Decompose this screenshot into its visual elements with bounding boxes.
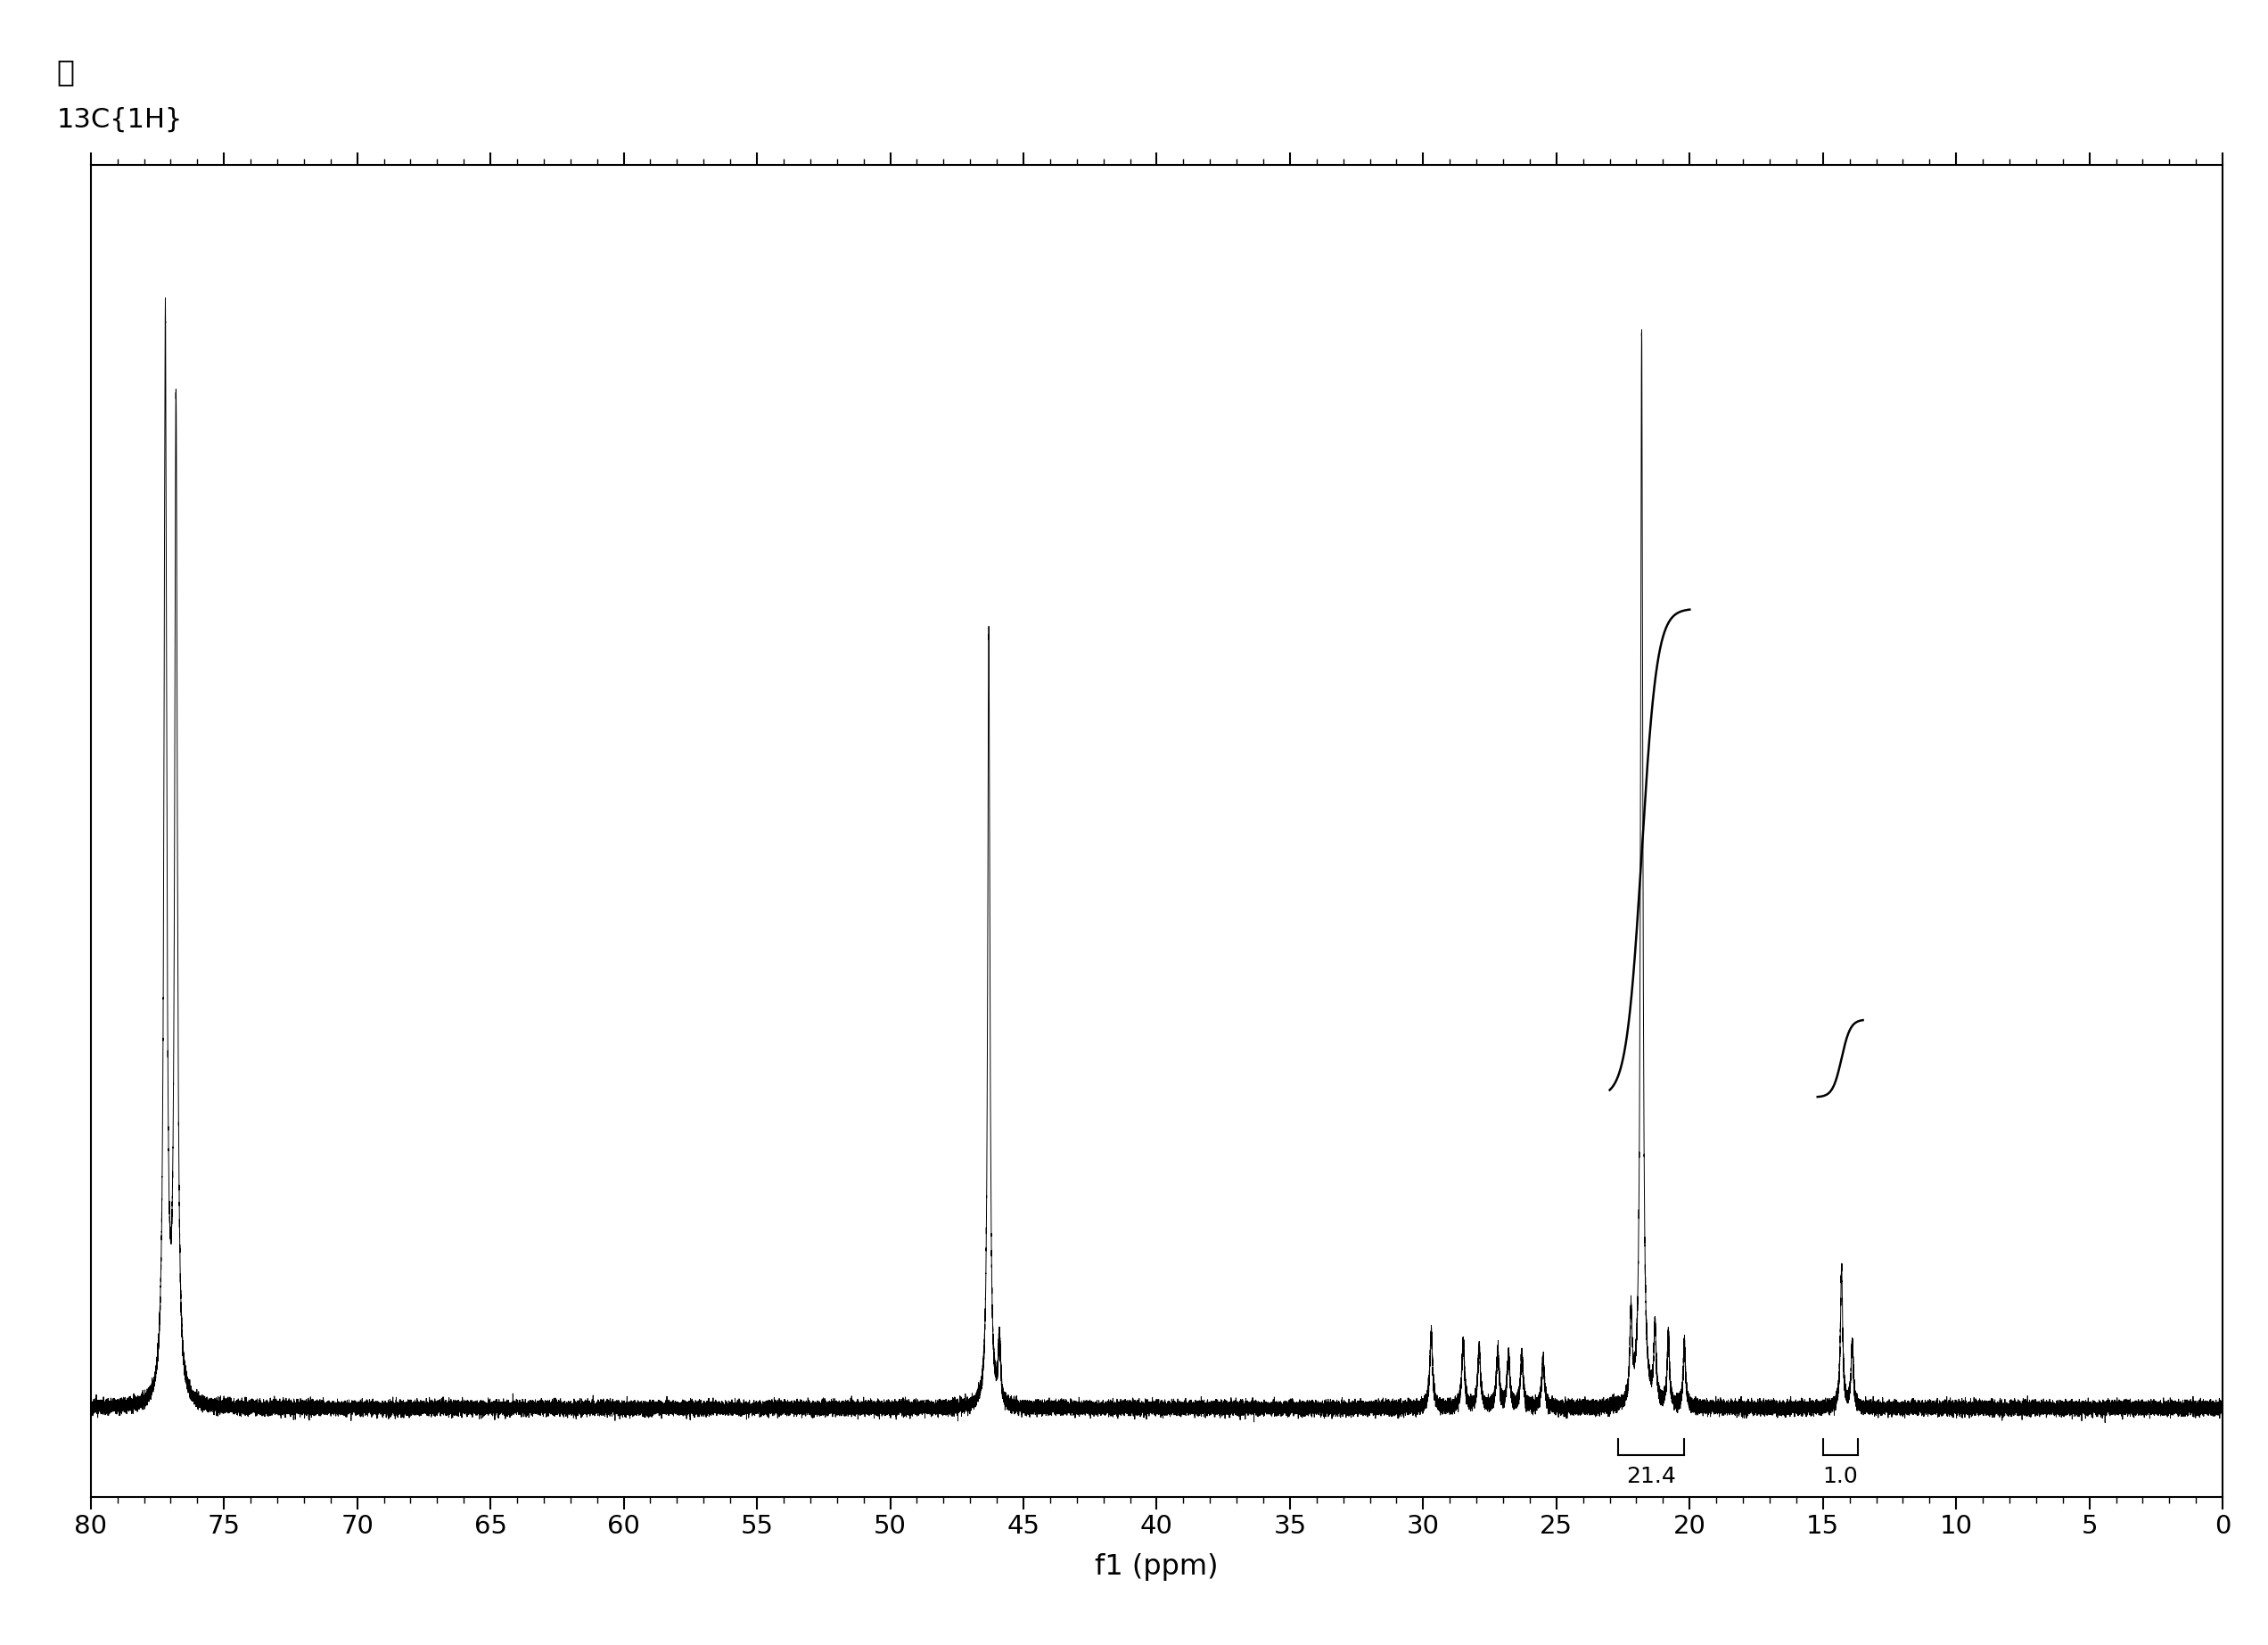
Text: 13C{1H}: 13C{1H} <box>57 107 184 133</box>
Text: 碳: 碳 <box>57 58 75 87</box>
Text: 21.4: 21.4 <box>1626 1466 1676 1487</box>
Text: 1.0: 1.0 <box>1823 1466 1857 1487</box>
X-axis label: f1 (ppm): f1 (ppm) <box>1095 1553 1218 1581</box>
